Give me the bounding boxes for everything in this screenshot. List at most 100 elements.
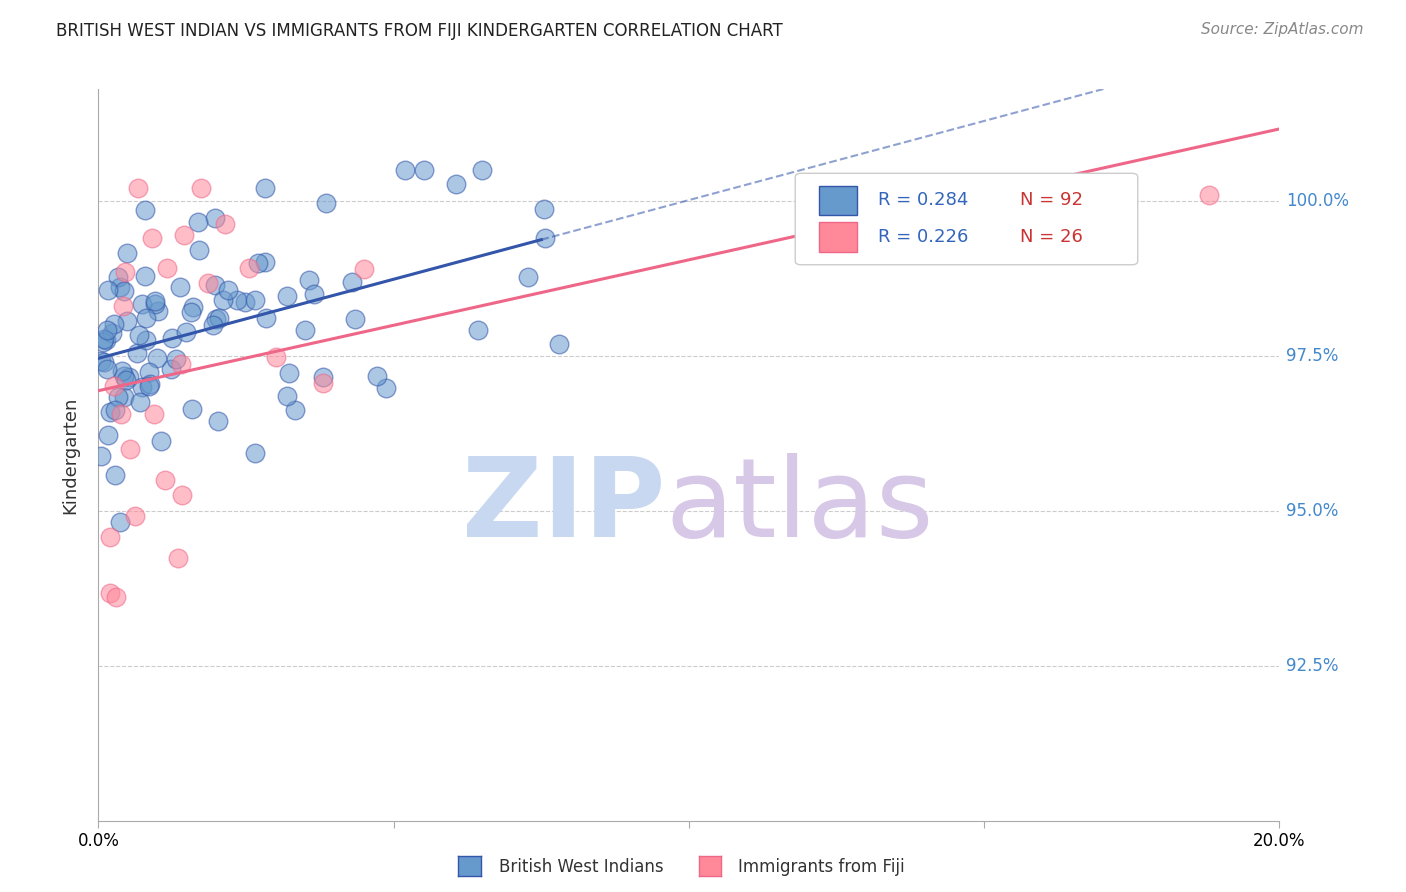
Text: atlas: atlas bbox=[665, 452, 934, 559]
Point bbox=[167, 551, 190, 566]
Point bbox=[201, 318, 224, 332]
Point bbox=[170, 357, 193, 371]
Point bbox=[204, 278, 226, 293]
Point bbox=[110, 407, 132, 421]
Point bbox=[190, 181, 212, 195]
Point bbox=[134, 268, 156, 283]
Point bbox=[118, 442, 141, 457]
Point bbox=[188, 243, 211, 257]
Point bbox=[366, 368, 388, 383]
Point bbox=[159, 362, 181, 376]
Point bbox=[125, 346, 148, 360]
Text: R = 0.284: R = 0.284 bbox=[877, 192, 969, 210]
Point bbox=[156, 261, 179, 276]
Point bbox=[467, 323, 489, 337]
Point bbox=[103, 379, 125, 393]
Point bbox=[235, 294, 257, 309]
Point bbox=[98, 405, 121, 419]
Point bbox=[131, 379, 153, 393]
Point bbox=[131, 296, 153, 310]
Point bbox=[141, 231, 163, 245]
Point bbox=[217, 283, 239, 297]
Point bbox=[90, 449, 112, 463]
Point bbox=[155, 473, 177, 487]
Point bbox=[174, 326, 197, 340]
Point bbox=[115, 373, 138, 387]
Point bbox=[412, 162, 434, 177]
Point bbox=[90, 354, 112, 368]
Point bbox=[127, 181, 149, 195]
Bar bbox=[818, 222, 856, 252]
Point bbox=[107, 270, 129, 285]
Point bbox=[107, 390, 129, 404]
Point bbox=[284, 402, 307, 417]
Point bbox=[104, 590, 127, 604]
Point bbox=[226, 293, 249, 308]
Point bbox=[143, 297, 166, 311]
Point bbox=[277, 366, 299, 380]
Point bbox=[276, 289, 298, 303]
FancyBboxPatch shape bbox=[796, 173, 1137, 265]
Point bbox=[103, 317, 125, 331]
Point bbox=[298, 272, 321, 286]
Point bbox=[98, 530, 121, 544]
Point bbox=[187, 215, 209, 229]
Point bbox=[548, 337, 571, 351]
Point bbox=[1198, 187, 1220, 202]
Y-axis label: Kindergarten: Kindergarten bbox=[62, 396, 80, 514]
Point bbox=[340, 275, 363, 289]
Point bbox=[517, 269, 540, 284]
Point bbox=[533, 202, 555, 216]
Point bbox=[471, 162, 494, 177]
Point bbox=[208, 310, 231, 325]
Text: R = 0.226: R = 0.226 bbox=[877, 228, 969, 246]
Point bbox=[129, 394, 152, 409]
Point bbox=[207, 414, 229, 428]
Point bbox=[173, 227, 195, 242]
Point bbox=[96, 322, 118, 336]
Point bbox=[94, 333, 117, 347]
Point bbox=[148, 304, 170, 318]
Point bbox=[114, 265, 136, 279]
Point bbox=[128, 327, 150, 342]
Point bbox=[118, 369, 141, 384]
Point bbox=[254, 181, 277, 195]
Text: N = 26: N = 26 bbox=[1019, 228, 1083, 246]
Point bbox=[143, 293, 166, 308]
Point bbox=[254, 310, 277, 325]
Text: ZIP: ZIP bbox=[463, 452, 665, 559]
Point bbox=[162, 331, 184, 345]
Point bbox=[138, 376, 160, 391]
Point bbox=[97, 283, 120, 297]
Point bbox=[134, 202, 156, 217]
Point bbox=[165, 352, 187, 367]
Point bbox=[181, 402, 204, 417]
Point bbox=[246, 256, 269, 270]
Point bbox=[534, 231, 557, 245]
Point bbox=[197, 276, 219, 290]
Point bbox=[91, 334, 114, 349]
Point bbox=[135, 311, 157, 326]
Point bbox=[170, 488, 193, 502]
Point bbox=[169, 280, 191, 294]
Text: BRITISH WEST INDIAN VS IMMIGRANTS FROM FIJI KINDERGARTEN CORRELATION CHART: BRITISH WEST INDIAN VS IMMIGRANTS FROM F… bbox=[56, 22, 783, 40]
Point bbox=[253, 255, 276, 269]
Point bbox=[97, 428, 120, 442]
Point bbox=[143, 407, 166, 421]
Point bbox=[93, 332, 115, 346]
Point bbox=[135, 334, 157, 348]
Point bbox=[150, 434, 173, 448]
Text: British West Indians: British West Indians bbox=[499, 858, 664, 876]
Point bbox=[312, 376, 335, 390]
Point bbox=[444, 177, 467, 191]
Point bbox=[115, 245, 138, 260]
Point bbox=[204, 211, 226, 226]
Point bbox=[98, 585, 121, 599]
Point bbox=[124, 508, 146, 523]
Point bbox=[312, 370, 335, 384]
Point bbox=[294, 323, 316, 337]
Point bbox=[343, 312, 366, 326]
Bar bbox=[818, 186, 856, 215]
Point bbox=[374, 381, 396, 395]
Point bbox=[264, 350, 287, 364]
